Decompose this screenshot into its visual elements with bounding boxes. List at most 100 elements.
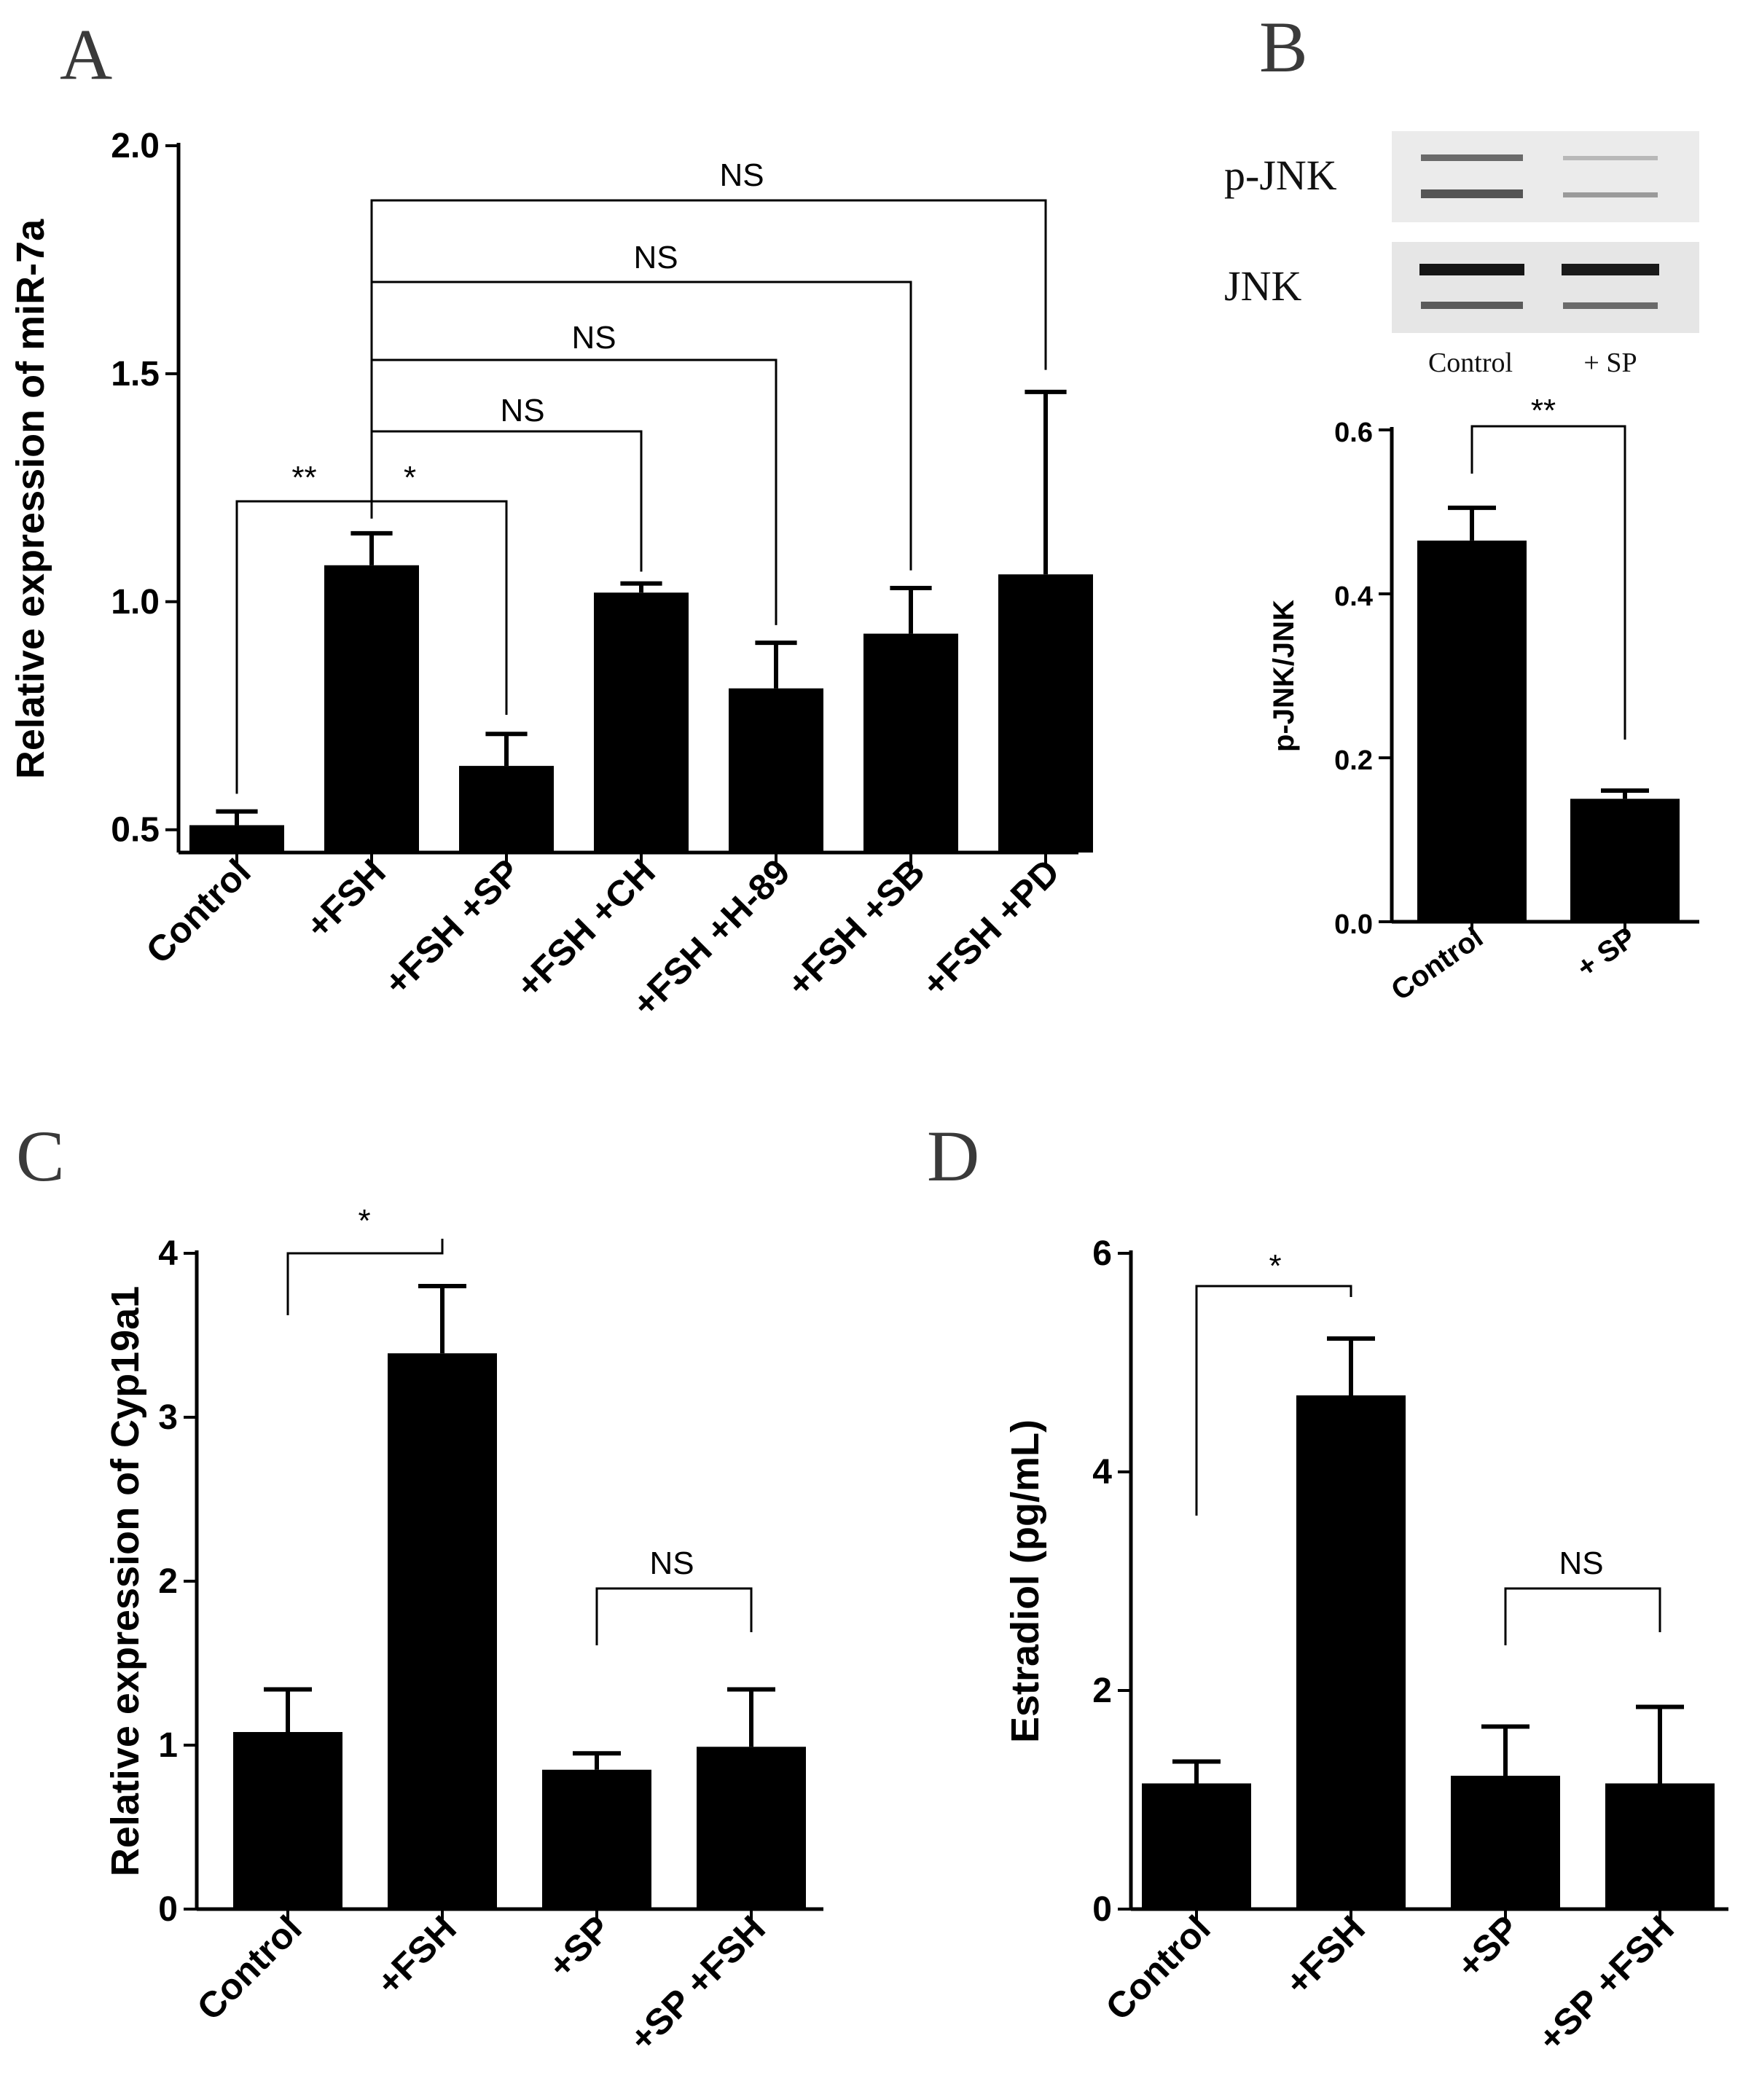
bracket-line [286, 1239, 444, 1315]
blot-lane-label-control: Control [1428, 348, 1513, 378]
bracket-line [370, 359, 778, 625]
chart-d-estradiol: 0 2 4 6 Estradiol (pg/mL) Control +FSH +SP +SP +… [1003, 1234, 1728, 2059]
panel-label-b: B [1259, 7, 1308, 87]
significance-label: NS [571, 320, 616, 356]
bar-control [1417, 540, 1527, 922]
significance-label: * [358, 1203, 370, 1239]
bar-sp-fsh [697, 1747, 806, 1909]
y-tick-label: 0.5 [111, 811, 160, 850]
bar-control [1142, 1783, 1251, 1909]
significance-label: * [404, 460, 416, 495]
y-tick-label: 0.2 [1334, 745, 1373, 776]
y-tick-label: 0.4 [1334, 581, 1373, 612]
bar-control [189, 825, 284, 853]
x-tick-label-sp: +SP [540, 1908, 618, 1986]
y-tick-label: 2 [1092, 1672, 1112, 1710]
x-tick-label-sp: +SP [1449, 1908, 1527, 1986]
bar-fsh-sb [863, 633, 958, 853]
x-tick-label-sp-fsh: +SP +FSH [622, 1908, 773, 2059]
blot-band [1562, 264, 1659, 275]
significance-bracket: NS [595, 1545, 753, 1645]
x-tick-label-control: Control [189, 1908, 310, 2028]
blot-row-label-jnk: JNK [1224, 262, 1301, 310]
x-tick-label-fsh-sp: +FSH +SP [376, 851, 528, 1003]
significance-label: NS [719, 157, 764, 193]
blot-band [1563, 302, 1658, 309]
blot-band [1563, 156, 1658, 160]
bar-sp [1570, 799, 1680, 922]
bar-fsh-pd [998, 574, 1093, 853]
x-tick-label-fsh: +FSH [1277, 1908, 1373, 2003]
bar-sp [542, 1769, 651, 1909]
blot-strip-p-jnk [1392, 131, 1699, 222]
bar-sp-fsh [1605, 1783, 1715, 1909]
bar-control [233, 1732, 342, 1909]
significance-bracket: NS [370, 240, 912, 571]
y-tick-label: 1 [158, 1726, 178, 1765]
x-tick-label-sp-fsh: +SP +FSH [1530, 1908, 1682, 2059]
bracket-line [1195, 1285, 1352, 1516]
significance-label: ** [291, 460, 316, 495]
panel-label-d: D [927, 1116, 979, 1196]
significance-bracket: * [286, 1203, 444, 1315]
bar-fsh [324, 565, 419, 853]
y-axis-label: Relative expression of miR-7a [9, 219, 52, 779]
panel-label-c: C [16, 1116, 65, 1196]
blot-lane-label-sp: + SP [1583, 348, 1637, 378]
x-tick-label-fsh-pd: +FSH +PD [914, 851, 1068, 1005]
y-tick-label: 0.0 [1334, 909, 1373, 940]
significance-bracket: * [1195, 1248, 1352, 1516]
y-tick-label: 1.0 [111, 583, 160, 622]
significance-bracket: ** [1470, 393, 1626, 740]
x-tick-label-control: Control [138, 851, 259, 971]
blot-row-label-p-jnk: p-JNK [1224, 152, 1337, 199]
bracket-line [370, 199, 1047, 370]
blot-band [1421, 302, 1523, 309]
bar-fsh-ch [594, 592, 689, 853]
panel-label-a: A [60, 14, 112, 95]
significance-label: NS [500, 393, 544, 428]
significance-label: NS [649, 1545, 694, 1581]
y-axis-label: Relative expression of Cyp19a1 [103, 1286, 147, 1876]
significance-bracket: * [370, 460, 508, 716]
bracket-line [370, 281, 912, 571]
x-tick-label-fsh-sb: +FSH +SB [779, 851, 933, 1005]
y-tick-label: 4 [158, 1234, 178, 1273]
blot-band [1421, 154, 1523, 161]
x-tick-label-control: Control [1385, 921, 1489, 1007]
y-axis-label: p-JNK/JNK [1268, 600, 1300, 752]
y-tick-label: 0 [1092, 1890, 1112, 1929]
significance-label: NS [633, 240, 678, 275]
y-tick-label: 0.6 [1334, 418, 1373, 448]
chart-c-cyp19a1: 0 1 2 3 4 Relative expression of Cyp19a1 Contr… [103, 1203, 823, 2059]
bar-fsh-sp [459, 766, 554, 853]
bar-fsh-h-89 [729, 688, 823, 853]
y-tick-label: 6 [1092, 1234, 1112, 1273]
bracket-line [1504, 1587, 1661, 1645]
y-tick-label: 1.5 [111, 355, 160, 393]
chart-a-mir7a: 0.5 1.0 1.5 2.0 Relative expression of miR-7… [9, 127, 1093, 1024]
blot-band [1421, 189, 1523, 198]
significance-bracket: NS [1504, 1545, 1661, 1645]
y-axis-label: Estradiol (pg/mL) [1003, 1419, 1047, 1743]
x-tick-label-fsh: +FSH [369, 1908, 464, 2003]
blot-band [1419, 264, 1524, 275]
x-tick-label-fsh: +FSH [298, 851, 393, 947]
significance-bracket: NS [370, 157, 1047, 370]
significance-bracket: NS [370, 393, 643, 572]
significance-label: NS [1559, 1545, 1603, 1581]
bar-sp [1451, 1776, 1560, 1909]
chart-b-pjnk-ratio: 0.0 0.2 0.4 0.6 p-JNK/JNK Control + SP ** [1268, 393, 1699, 1007]
bracket-line [1470, 425, 1626, 740]
y-tick-label: 0 [158, 1890, 178, 1929]
significance-label: ** [1531, 393, 1556, 428]
y-tick-label: 4 [1092, 1453, 1112, 1492]
y-tick-label: 2.0 [111, 127, 160, 165]
bar-fsh [1296, 1395, 1406, 1909]
significance-bracket: NS [370, 320, 778, 625]
bracket-line [370, 430, 643, 572]
x-tick-label-sp: + SP [1571, 921, 1642, 984]
bar-fsh [388, 1353, 497, 1909]
x-tick-label-control: Control [1098, 1908, 1218, 2028]
